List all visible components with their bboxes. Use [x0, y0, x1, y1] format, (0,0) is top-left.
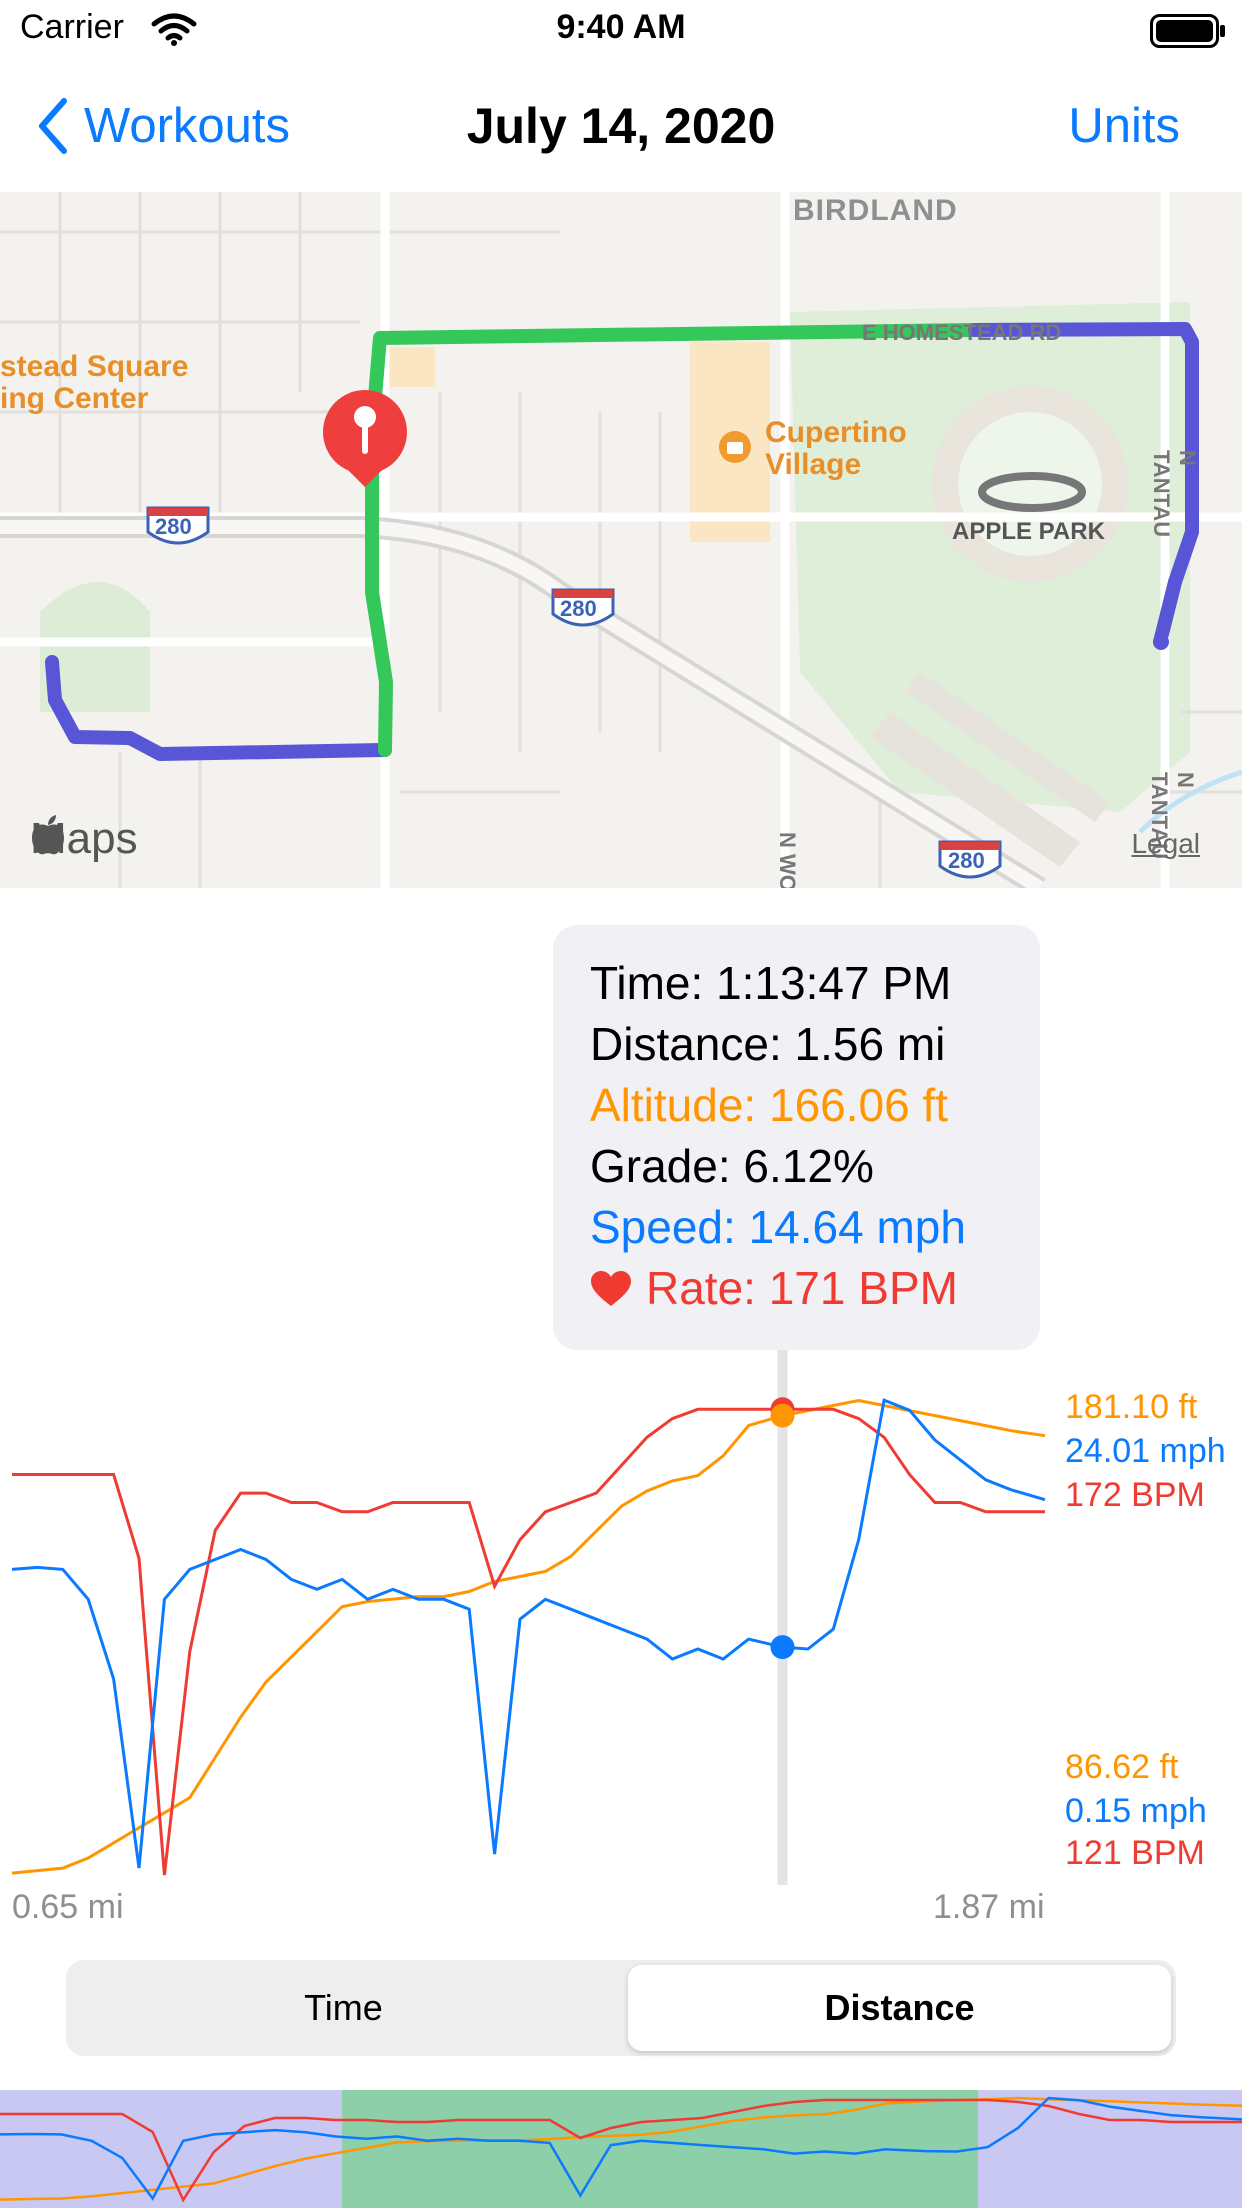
map-label-homestead-rd: E HOMESTEAD RD [862, 320, 1062, 345]
workout-chart[interactable]: 181.10 ft 24.01 mph 172 BPM 86.62 ft 0.1… [0, 1340, 1242, 1940]
altitude-series-line [11, 1398, 1046, 1875]
wifi-icon [151, 13, 197, 46]
data-tooltip: Time: 1:13:47 PM Distance: 1.56 mi Altit… [553, 925, 1040, 1350]
heart-icon [591, 1270, 631, 1306]
map-label-tantau-1: N TANTAU [1149, 450, 1200, 538]
units-button[interactable]: Units [1068, 99, 1180, 153]
segment-time[interactable]: Time [304, 1987, 383, 2028]
page-title: July 14, 2020 [466, 98, 776, 154]
map-label-village: Village [765, 448, 862, 481]
y-min-heart-rate-label: 121 BPM [1065, 1834, 1205, 1872]
tooltip-distance: Distance: 1.56 mi [590, 1018, 946, 1070]
speed-series-line [11, 1398, 1046, 1869]
status-time: 9:40 AM [556, 8, 686, 46]
back-button-label: Workouts [84, 99, 291, 153]
x-start-label: 0.65 mi [12, 1888, 124, 1926]
y-max-altitude-label: 181.10 ft [1065, 1388, 1198, 1426]
highway-shield-icon [146, 506, 210, 545]
overview-altitude-line [0, 2096, 1242, 2201]
altitude-cursor-point [770, 1403, 795, 1428]
x-axis-mode-control[interactable]: Time Distance [66, 1960, 1176, 2056]
y-max-speed-label: 24.01 mph [1065, 1432, 1226, 1470]
y-min-speed-label: 0.15 mph [1065, 1792, 1207, 1830]
tooltip-rate: Rate: 171 BPM [646, 1262, 958, 1314]
map-label-shopping-center: ing Center [0, 382, 149, 415]
tooltip-time: Time: 1:13:47 PM [590, 957, 952, 1009]
y-max-heart-rate-label: 172 BPM [1065, 1476, 1205, 1514]
y-min-altitude-label: 86.62 ft [1065, 1748, 1179, 1786]
map-canvas [0, 192, 1242, 888]
map-label-apple-park: APPLE PARK [952, 518, 1105, 545]
speed-cursor-point [770, 1635, 795, 1660]
overview-plot [0, 2090, 1242, 2208]
heart-rate-series-line [12, 1407, 1045, 1876]
overview-selected-range [342, 2090, 978, 2208]
segment-distance[interactable]: Distance [628, 1965, 1171, 2051]
apple-logo-icon [32, 815, 64, 855]
route-map[interactable]: BIRDLAND stead Square ing Center Cuperti… [0, 192, 1242, 888]
chart-cursor-line [777, 1350, 788, 1885]
maps-logo: Maps [30, 814, 138, 864]
overview-heart-rate-line [0, 2098, 1242, 2203]
highway-label-1: 280 [155, 514, 192, 539]
legal-link[interactable]: Legal [1131, 828, 1200, 859]
x-end-label: 1.87 mi [933, 1888, 1045, 1926]
overview-speed-line [0, 2096, 1242, 2201]
overview-scrubber[interactable] [0, 2090, 1242, 2208]
tooltip-grade: Grade: 6.12% [590, 1140, 874, 1192]
map-pin-icon [323, 390, 407, 487]
chevron-left-icon [39, 98, 67, 154]
tooltip-rate-row: Rate: 171 BPM [590, 1258, 1040, 1319]
highway-shield-icon [551, 588, 615, 627]
highway-shield-icon [938, 840, 1002, 879]
highway-label-2: 280 [560, 596, 597, 621]
map-label-birdland: BIRDLAND [793, 194, 958, 227]
battery-icon [1150, 14, 1225, 48]
map-label-cupertino: Cupertino [765, 416, 907, 449]
tooltip-altitude: Altitude: 166.06 ft [590, 1079, 949, 1131]
back-button[interactable]: Workouts [36, 96, 290, 156]
carrier-label: Carrier [20, 8, 124, 46]
highway-label-3: 280 [948, 848, 985, 873]
tooltip-speed: Speed: 14.64 mph [590, 1201, 966, 1253]
chart-plot [11, 1350, 1046, 1885]
map-label-wolfe-rd: N WOLFE RD [774, 832, 800, 888]
map-label-homestead-square: stead Square [0, 350, 189, 383]
